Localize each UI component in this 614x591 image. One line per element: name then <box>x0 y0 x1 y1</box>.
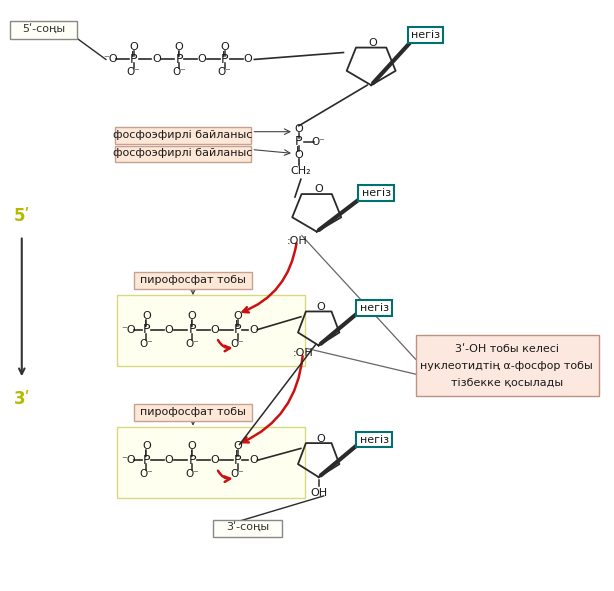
Text: негіз: негіз <box>360 434 389 444</box>
Text: O: O <box>165 455 174 465</box>
Text: пирофосфат тобы: пирофосфат тобы <box>140 407 246 417</box>
Text: CH₂: CH₂ <box>290 166 311 176</box>
Text: фосфоэфирлі байланыс: фосфоэфирлі байланыс <box>114 129 253 139</box>
Text: O⁻: O⁻ <box>185 469 199 479</box>
Text: O⁻: O⁻ <box>173 67 186 77</box>
Text: нуклеотидтің α-фосфор тобы: нуклеотидтің α-фосфор тобы <box>421 361 593 371</box>
FancyBboxPatch shape <box>408 27 443 43</box>
Text: P: P <box>295 135 303 148</box>
Text: :OH: :OH <box>292 349 313 358</box>
FancyBboxPatch shape <box>356 300 392 316</box>
Text: O: O <box>295 151 303 160</box>
Text: O: O <box>316 434 325 443</box>
Text: негіз: негіз <box>362 188 391 198</box>
Text: P: P <box>142 454 150 467</box>
Text: P: P <box>221 53 228 66</box>
Text: 5ʹ: 5ʹ <box>14 207 30 225</box>
Text: пирофосфат тобы: пирофосфат тобы <box>140 275 246 285</box>
Text: 5ʹ-соңы: 5ʹ-соңы <box>22 25 65 35</box>
Text: O: O <box>165 324 174 335</box>
Text: 3ʹ: 3ʹ <box>14 390 30 408</box>
FancyBboxPatch shape <box>117 295 305 366</box>
Text: O⁻: O⁻ <box>231 339 244 349</box>
Text: O⁻: O⁻ <box>126 67 141 77</box>
Text: O⁻: O⁻ <box>139 469 154 479</box>
FancyBboxPatch shape <box>359 185 394 201</box>
FancyBboxPatch shape <box>213 519 282 537</box>
Text: O: O <box>152 54 161 64</box>
Text: O: O <box>211 455 219 465</box>
Text: O: O <box>369 38 378 48</box>
FancyBboxPatch shape <box>115 145 251 163</box>
Text: O: O <box>220 41 229 51</box>
Text: O: O <box>175 41 184 51</box>
Text: :OH: :OH <box>287 236 307 246</box>
Text: O: O <box>211 324 219 335</box>
Text: O⁻: O⁻ <box>139 339 154 349</box>
Text: O: O <box>198 54 206 64</box>
Text: O: O <box>249 455 258 465</box>
Text: O: O <box>295 124 303 134</box>
Text: тізбекке қосылады: тізбекке қосылады <box>451 378 563 388</box>
FancyBboxPatch shape <box>117 427 305 498</box>
Text: P: P <box>234 323 241 336</box>
Text: O: O <box>188 311 196 321</box>
Text: O: O <box>314 184 323 194</box>
Text: ⁻O: ⁻O <box>122 455 136 465</box>
Text: негіз: негіз <box>411 30 440 40</box>
Text: O: O <box>142 311 151 321</box>
Text: O: O <box>316 302 325 312</box>
Text: O: O <box>233 311 242 321</box>
Text: P: P <box>188 323 196 336</box>
Text: O: O <box>188 441 196 452</box>
Text: P: P <box>188 454 196 467</box>
Text: ⁻O: ⁻O <box>104 54 118 64</box>
Text: P: P <box>142 323 150 336</box>
Text: O: O <box>233 441 242 452</box>
Text: O⁻: O⁻ <box>231 469 244 479</box>
Text: ⁻O: ⁻O <box>122 324 136 335</box>
Text: O: O <box>129 41 138 51</box>
Text: O⁻: O⁻ <box>218 67 231 77</box>
Text: P: P <box>176 53 183 66</box>
FancyBboxPatch shape <box>134 404 252 421</box>
Text: фосфоэфирлі байланыс: фосфоэфирлі байланыс <box>114 148 253 158</box>
Text: O: O <box>249 324 258 335</box>
Text: P: P <box>234 454 241 467</box>
Text: негіз: негіз <box>360 303 389 313</box>
FancyBboxPatch shape <box>134 272 252 289</box>
Text: O: O <box>142 441 151 452</box>
FancyBboxPatch shape <box>115 126 251 144</box>
Text: O⁻: O⁻ <box>312 137 325 147</box>
Text: 3ʹ-соңы: 3ʹ-соңы <box>226 522 269 532</box>
Text: 3ʹ-ОН тобы келесі: 3ʹ-ОН тобы келесі <box>455 345 559 355</box>
Text: OH: OH <box>310 488 327 498</box>
FancyBboxPatch shape <box>356 431 392 447</box>
Text: P: P <box>130 53 138 66</box>
FancyBboxPatch shape <box>10 21 77 38</box>
FancyBboxPatch shape <box>416 335 599 396</box>
Text: O: O <box>243 54 252 64</box>
Text: O⁻: O⁻ <box>185 339 199 349</box>
